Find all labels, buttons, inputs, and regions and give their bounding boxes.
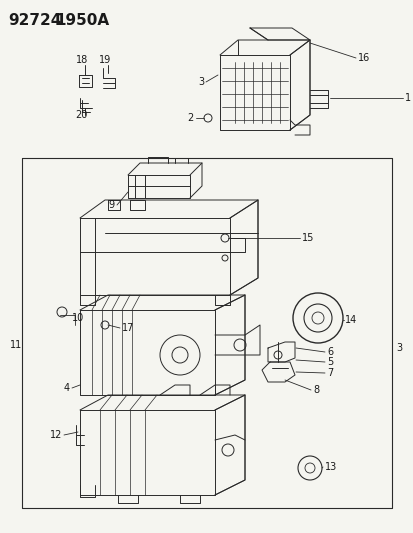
Text: 1: 1 xyxy=(404,93,410,103)
Text: 16: 16 xyxy=(357,53,369,63)
Text: 8: 8 xyxy=(312,385,318,395)
Text: 20: 20 xyxy=(75,110,87,120)
Text: 92724: 92724 xyxy=(8,12,61,28)
Text: 10: 10 xyxy=(72,313,84,323)
Text: 14: 14 xyxy=(344,315,356,325)
Text: 6: 6 xyxy=(326,347,332,357)
Text: 7: 7 xyxy=(326,368,332,378)
Text: 17: 17 xyxy=(122,323,134,333)
Text: 4: 4 xyxy=(64,383,70,393)
Text: 3: 3 xyxy=(395,343,401,353)
Text: 3: 3 xyxy=(197,77,204,87)
Text: 13: 13 xyxy=(324,462,337,472)
Text: 11: 11 xyxy=(10,340,22,350)
Text: 19: 19 xyxy=(99,55,111,65)
Text: 12: 12 xyxy=(50,430,62,440)
Text: 18: 18 xyxy=(76,55,88,65)
Text: 1950A: 1950A xyxy=(55,12,109,28)
Text: 9: 9 xyxy=(109,200,115,210)
Text: 15: 15 xyxy=(301,233,313,243)
Text: 5: 5 xyxy=(326,357,332,367)
Text: 2: 2 xyxy=(188,113,194,123)
